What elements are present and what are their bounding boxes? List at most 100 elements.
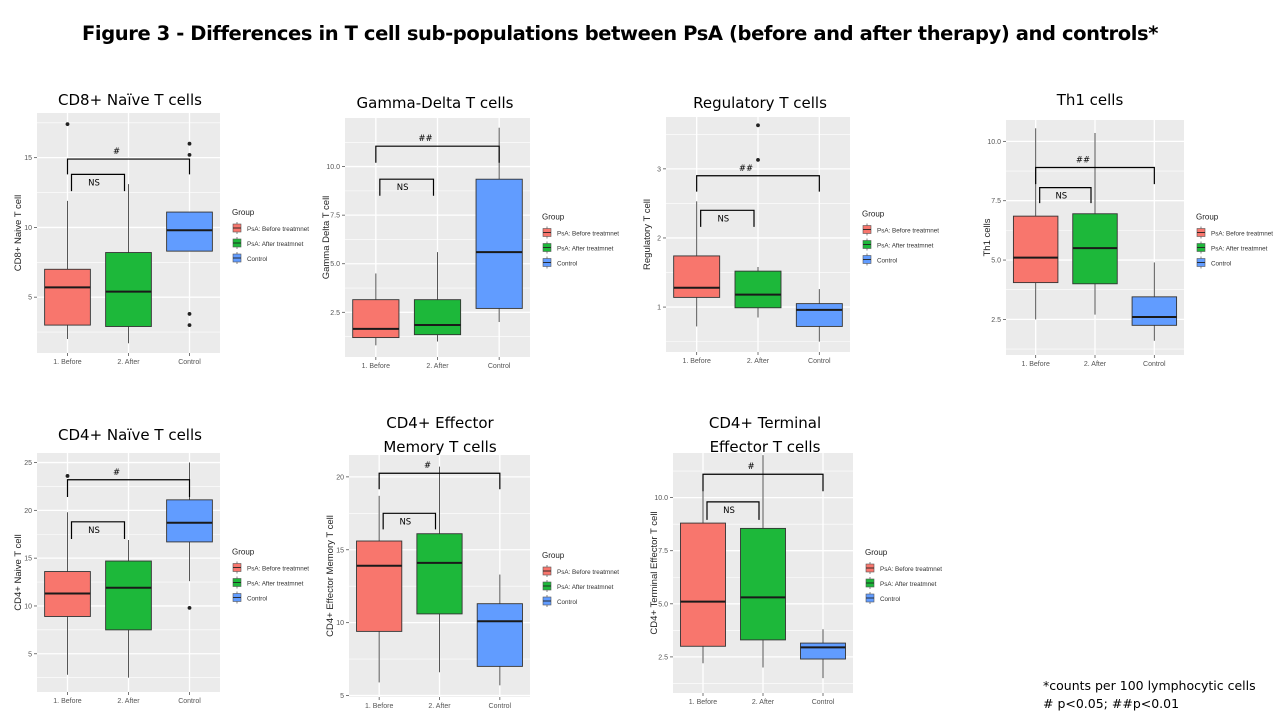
box-before bbox=[44, 474, 91, 675]
ns-bracket: NS bbox=[700, 209, 755, 227]
bracket-label: ## bbox=[418, 134, 432, 144]
y-axis-label: CD4+ Effector Memory T cell bbox=[325, 515, 336, 637]
footnote-significance: # p<0.05; ##p<0.01 bbox=[1043, 696, 1180, 711]
x-tick-label: Control bbox=[178, 359, 201, 366]
legend-title: Group bbox=[232, 208, 255, 217]
x-tick-label: 1. Before bbox=[682, 358, 711, 365]
box-iqr bbox=[105, 560, 152, 631]
legend-entry-label: Control bbox=[880, 596, 900, 603]
legend-entry-label: Control bbox=[877, 258, 897, 265]
legend-key-swatch bbox=[542, 258, 552, 267]
box-iqr bbox=[734, 270, 782, 309]
legend-entry-label: Control bbox=[1211, 261, 1231, 268]
legend-title: Group bbox=[542, 213, 565, 222]
legend-entry-label: Control bbox=[247, 256, 267, 263]
box-iqr bbox=[1072, 213, 1118, 285]
y-tick-label: 5 bbox=[28, 295, 32, 302]
legend-entry-label: PsA: Before treatmnet bbox=[1211, 231, 1273, 238]
panel-title: Th1 cells bbox=[1056, 91, 1124, 109]
box-iqr bbox=[105, 252, 152, 327]
x-tick-label: 2. After bbox=[1084, 361, 1107, 368]
bracket-line bbox=[382, 512, 437, 530]
panel-title: CD4+ Naïve T cells bbox=[58, 426, 202, 444]
box-after bbox=[734, 123, 782, 318]
legend-entry-label: Control bbox=[557, 261, 577, 268]
box-iqr bbox=[166, 499, 213, 543]
legend-entry-label: Control bbox=[247, 596, 267, 603]
bracket-line bbox=[696, 175, 820, 192]
y-tick-label: 15 bbox=[336, 547, 344, 554]
box-before bbox=[1012, 128, 1059, 320]
y-axis-label: Th1 cells bbox=[982, 218, 993, 256]
box-iqr bbox=[1012, 215, 1059, 284]
y-axis-label: CD4+ Terminal Effector T cell bbox=[649, 511, 660, 634]
box-iqr bbox=[44, 268, 91, 326]
bracket-line bbox=[378, 472, 501, 490]
panel-title: CD8+ Naïve T cells bbox=[58, 91, 202, 109]
box-before bbox=[352, 273, 400, 346]
significance-bracket: # bbox=[378, 461, 501, 490]
bracket-label: NS bbox=[88, 178, 100, 188]
ns-bracket: NS bbox=[70, 521, 126, 540]
bracket-line bbox=[66, 479, 191, 497]
box-before bbox=[44, 122, 91, 340]
box-control bbox=[476, 574, 523, 686]
x-tick-label: Control bbox=[808, 358, 831, 365]
legend-key-swatch bbox=[232, 238, 242, 248]
plot-background bbox=[666, 117, 850, 352]
legend-entry-label: PsA: Before treatmnet bbox=[247, 566, 309, 573]
box-before bbox=[673, 201, 721, 327]
significance-bracket: # bbox=[66, 147, 191, 175]
box-iqr bbox=[476, 603, 523, 667]
legend-key-swatch bbox=[865, 563, 875, 573]
bracket-label: NS bbox=[397, 183, 409, 193]
outlier-point bbox=[65, 122, 70, 127]
box-after bbox=[105, 184, 152, 344]
legend-entry-label: PsA: After treatmnet bbox=[877, 243, 934, 250]
x-tick-label: 1. Before bbox=[53, 698, 82, 705]
x-tick-label: 1. Before bbox=[1021, 361, 1050, 368]
x-tick-label: 1. Before bbox=[53, 359, 82, 366]
legend: Group PsA: Before treatmnet PsA: After tre… bbox=[1196, 213, 1273, 269]
x-tick-label: 1. Before bbox=[689, 699, 718, 706]
legend-key-swatch bbox=[232, 578, 242, 587]
ns-bracket: NS bbox=[70, 173, 126, 192]
box-control bbox=[166, 141, 213, 327]
y-tick-label: 3 bbox=[657, 166, 661, 173]
box-iqr bbox=[740, 527, 786, 641]
bracket-label: ## bbox=[1076, 155, 1090, 165]
ns-bracket: NS bbox=[1039, 187, 1092, 204]
y-tick-label: 10 bbox=[336, 620, 344, 627]
box-control bbox=[1131, 262, 1178, 341]
panel-title: Regulatory T cells bbox=[693, 94, 827, 112]
box-iqr bbox=[44, 571, 91, 617]
plot-background bbox=[673, 453, 853, 693]
box-iqr bbox=[413, 299, 462, 336]
legend-key-swatch bbox=[232, 223, 242, 233]
box-before bbox=[356, 495, 403, 683]
box-control bbox=[795, 289, 843, 342]
significance-bracket: # bbox=[702, 462, 824, 492]
legend-title: Group bbox=[232, 548, 255, 557]
box-control bbox=[475, 127, 523, 323]
outlier-point bbox=[756, 157, 760, 162]
x-tick-label: 2. After bbox=[117, 359, 140, 366]
bracket-line bbox=[1035, 166, 1155, 185]
x-tick-label: Control bbox=[489, 703, 512, 710]
legend-entry-label: PsA: After treatmnet bbox=[247, 241, 304, 248]
y-tick-label: 7.5 bbox=[330, 213, 340, 220]
outlier-point bbox=[187, 605, 192, 610]
y-axis-label: Regulatory T cell bbox=[642, 199, 653, 270]
box-after bbox=[1072, 133, 1118, 315]
bracket-line bbox=[700, 209, 755, 227]
legend-key-swatch bbox=[865, 578, 875, 588]
bracket-line bbox=[379, 178, 435, 196]
legend-entry-label: PsA: Before treatmnet bbox=[877, 228, 939, 235]
bracket-label: NS bbox=[399, 517, 411, 527]
box-iqr bbox=[795, 303, 843, 327]
y-tick-label: 15 bbox=[24, 155, 32, 162]
significance-bracket: ## bbox=[696, 164, 820, 192]
legend: Group PsA: Before treatmnet PsA: After tre… bbox=[862, 210, 939, 266]
y-tick-label: 7.5 bbox=[658, 548, 668, 555]
bracket-line bbox=[70, 521, 126, 540]
